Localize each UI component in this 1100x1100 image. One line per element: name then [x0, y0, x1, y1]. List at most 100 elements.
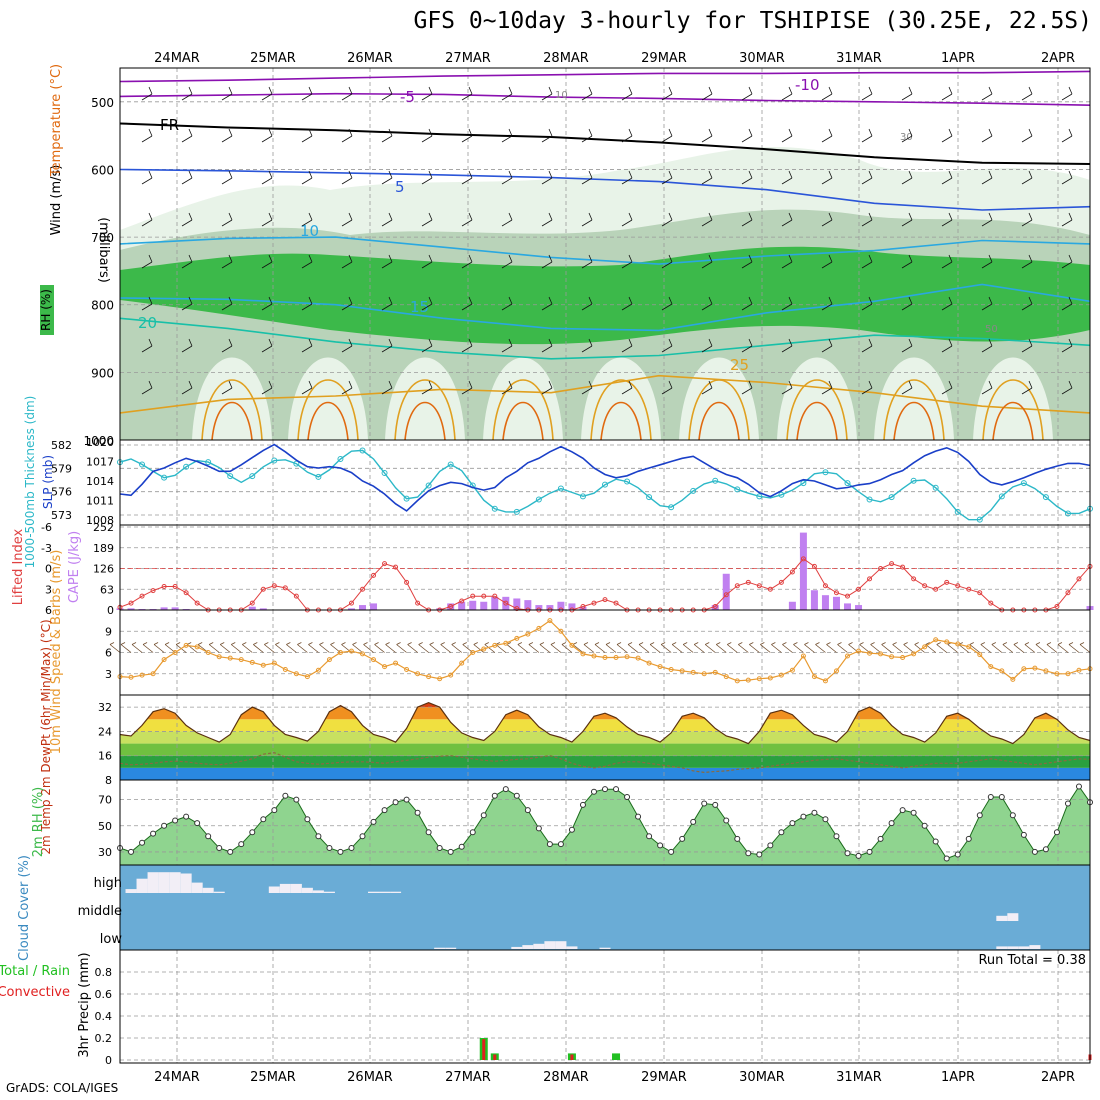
contour-label: -10: [795, 76, 820, 94]
wind-barb: [301, 170, 313, 185]
rh-marker: [337, 848, 344, 855]
wind-barb-10m: [286, 642, 297, 653]
wind-barb: [741, 254, 753, 269]
li-marker: [745, 579, 751, 585]
rh-marker: [734, 835, 741, 842]
rh-marker: [282, 792, 289, 799]
wind-barb-10m: [407, 642, 418, 653]
date-label-bottom: 26MAR: [347, 1070, 393, 1085]
wind-barb: [981, 380, 993, 395]
wind-barb-10m: [1013, 642, 1025, 653]
wind-barb: [901, 380, 913, 395]
cloud-level-label: middle: [78, 904, 122, 919]
wind-barb-10m: [671, 642, 683, 653]
cloud-bar-low: [1029, 945, 1041, 949]
isotherm-line: [119, 236, 1091, 265]
wind-barb-10m: [142, 642, 154, 653]
wind-barb: [141, 254, 153, 269]
contour-label: 15: [410, 298, 429, 316]
wind-barb: [781, 86, 793, 101]
wind-speed-marker: [845, 653, 850, 659]
rh-marker: [491, 792, 498, 799]
rh-marker: [535, 825, 542, 832]
wind-barb-10m: [242, 642, 253, 653]
wind-speed-marker: [878, 651, 884, 657]
li-line: [119, 558, 1091, 611]
thickness-marker: [227, 473, 234, 480]
li-marker: [767, 586, 773, 592]
wind-barb-10m: [109, 642, 121, 653]
wind-barb: [141, 380, 153, 395]
thickness-marker: [932, 484, 939, 491]
wind-barb: [221, 170, 233, 185]
dewpoint-line: [119, 752, 1091, 774]
wind-speed-marker: [690, 669, 696, 675]
cloud-bar-high: [379, 891, 391, 893]
wind-speed-marker: [536, 625, 542, 631]
wind-barb: [701, 338, 713, 353]
li-marker: [856, 586, 862, 592]
wind-barb: [581, 296, 593, 311]
cape-bar: [810, 590, 818, 610]
wind-barb-10m: [804, 642, 815, 653]
wind-speed-marker: [966, 644, 972, 650]
wind-barb-10m: [859, 642, 870, 653]
wind-barb: [421, 254, 433, 269]
li-marker: [922, 583, 928, 589]
li-marker: [293, 593, 299, 599]
rh-marker: [370, 818, 377, 825]
cloud-bar-high: [191, 882, 203, 893]
cape-bar: [557, 601, 565, 610]
rh-marker: [877, 835, 884, 842]
wind-barb: [661, 86, 673, 101]
wind-speed-marker: [238, 657, 244, 663]
wind-barb: [301, 338, 313, 353]
rh-marker: [1009, 812, 1016, 819]
cape-tick-label: 126: [93, 563, 114, 576]
wind-barb: [1021, 380, 1033, 395]
rh-marker: [624, 794, 631, 800]
wind-barb-10m: [208, 642, 220, 653]
li-marker: [789, 569, 795, 575]
wind-speed-marker: [811, 674, 817, 680]
wind-barb: [861, 296, 873, 311]
li-marker: [822, 583, 828, 589]
wind-speed-marker: [1076, 667, 1082, 673]
isotherm-arch-30: [307, 401, 349, 441]
wind-speed-marker: [128, 674, 134, 680]
precip-convective-bar: [493, 1054, 497, 1060]
li-marker: [360, 586, 365, 592]
cloud-bar-low: [1007, 946, 1019, 949]
contour-label: -5: [400, 88, 415, 106]
li-marker: [944, 579, 950, 585]
wind-tick-label: 3: [105, 668, 112, 681]
wind-barb-10m: [605, 642, 617, 653]
li-marker: [955, 583, 961, 589]
rh-marker: [502, 786, 509, 793]
li-marker: [161, 583, 167, 589]
rh-marker: [921, 822, 928, 829]
wind-barb: [621, 128, 633, 143]
wind-barb: [581, 254, 593, 269]
contour-label: 10: [555, 90, 568, 101]
cape-bar: [524, 600, 532, 610]
cape-bar: [160, 607, 168, 610]
cape-bar: [370, 603, 378, 610]
wind-barb-10m: [440, 642, 451, 653]
wind-barb: [701, 128, 713, 143]
li-tick-label: 6: [45, 604, 52, 617]
li-marker: [778, 579, 784, 585]
wind-barb: [781, 254, 793, 269]
wind-barb: [821, 128, 833, 143]
wind-speed-marker: [1010, 676, 1016, 682]
li-marker: [183, 590, 189, 596]
wind-speed-marker: [260, 662, 266, 668]
li-marker: [271, 583, 277, 589]
wind-speed-marker: [348, 648, 354, 654]
li-marker: [845, 593, 850, 599]
wind-speed-marker: [293, 671, 299, 677]
temp-band: [120, 743, 1090, 756]
cape-tick-label: 63: [100, 583, 114, 596]
cloud-bar-low: [522, 945, 534, 949]
thickness-line: [119, 449, 1091, 521]
